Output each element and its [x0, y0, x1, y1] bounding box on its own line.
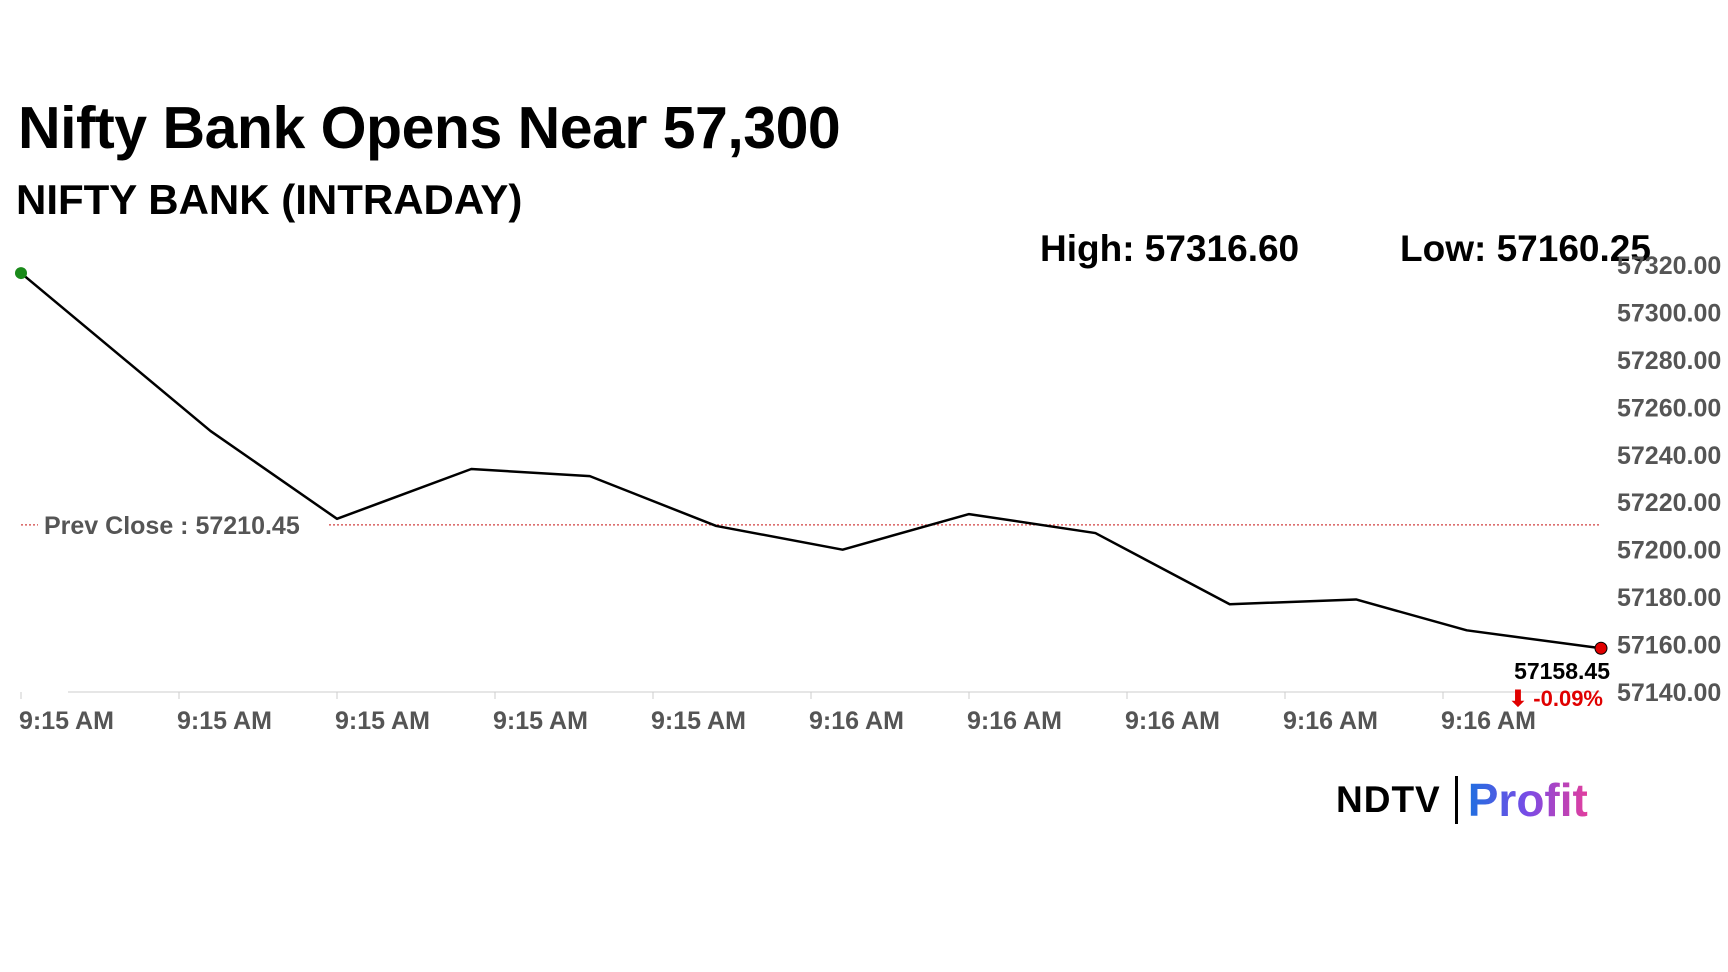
start-point-marker [15, 267, 27, 280]
y-tick-label: 57200.00 [1617, 537, 1721, 565]
logo-divider [1454, 776, 1458, 824]
logo-ndtv-text: NDTV [1336, 779, 1441, 820]
prev-close-label-bg [38, 506, 328, 541]
y-tick-label: 57140.00 [1617, 679, 1721, 707]
y-tick-label: 57280.00 [1617, 347, 1721, 375]
x-tick-label: 9:15 AM [177, 707, 272, 735]
x-tick-label: 9:15 AM [651, 707, 746, 735]
x-tick-label: 9:16 AM [1441, 707, 1536, 735]
chart-subtitle: NIFTY BANK (INTRADAY) [16, 176, 523, 223]
y-tick-label: 57240.00 [1617, 442, 1721, 470]
change-percent-label: ⬇ -0.09% [1509, 686, 1603, 711]
x-tick-label: 9:16 AM [1283, 707, 1378, 735]
end-point-marker [1594, 641, 1608, 655]
logo-profit-text: Profit [1467, 774, 1588, 826]
last-value-label: 57158.45 [1514, 658, 1610, 684]
ndtv-profit-logo: NDTV Profit [1336, 774, 1588, 826]
y-tick-label: 57180.00 [1617, 584, 1721, 612]
x-tick-label: 9:16 AM [1125, 707, 1220, 735]
y-tick-label: 57160.00 [1617, 632, 1721, 660]
y-tick-label: 57300.00 [1617, 299, 1721, 327]
x-tick-label: 9:15 AM [493, 707, 588, 735]
y-tick-label: 57220.00 [1617, 489, 1721, 517]
low-stat: Low: 57160.25 [1400, 228, 1651, 269]
y-tick-label: 57260.00 [1617, 394, 1721, 422]
x-tick-label: 9:16 AM [967, 707, 1062, 735]
x-tick-label: 9:16 AM [809, 707, 904, 735]
x-tick-label: 9:15 AM [335, 707, 430, 735]
prev-close-label: Prev Close : 57210.45 [44, 512, 300, 540]
headline: Nifty Bank Opens Near 57,300 [18, 95, 841, 161]
high-stat: High: 57316.60 [1040, 228, 1300, 269]
y-tick-label: 57320.00 [1617, 252, 1721, 280]
x-tick-label: 9:15 AM [19, 707, 114, 735]
series-line [20, 272, 1602, 650]
